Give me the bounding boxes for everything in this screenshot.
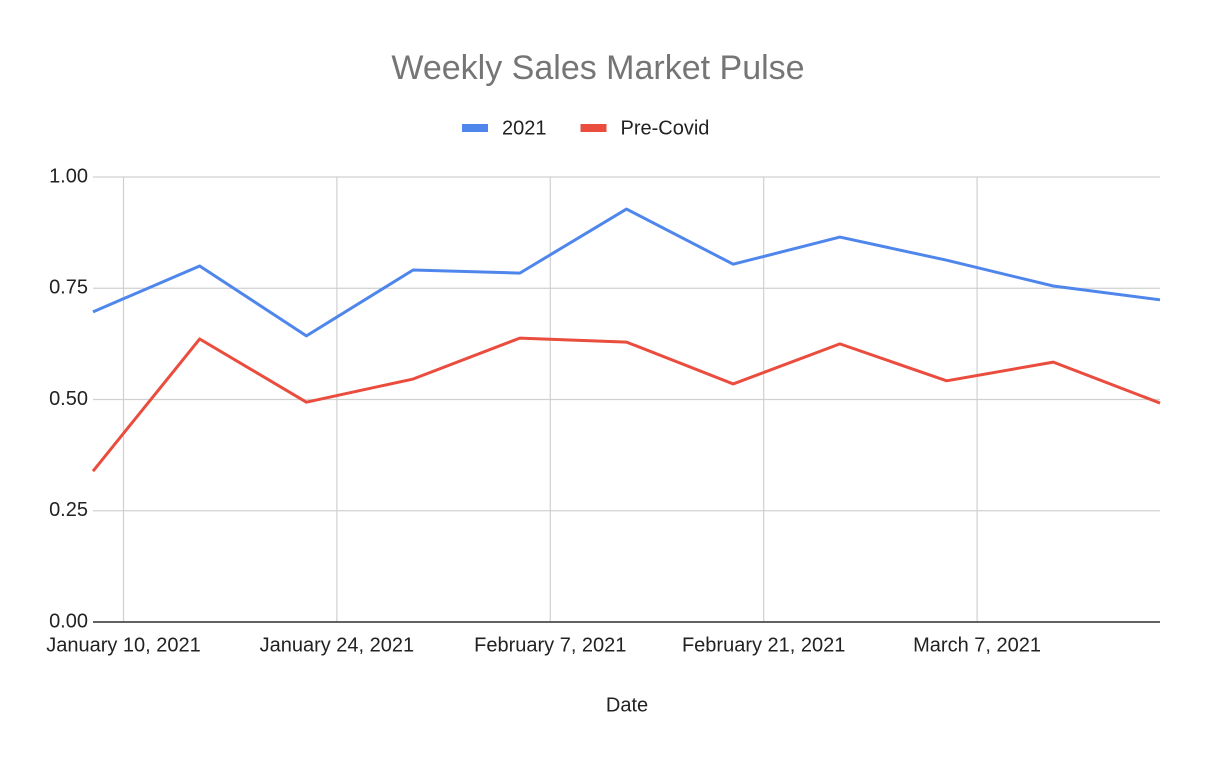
- x-tick-label: March 7, 2021: [913, 634, 1041, 656]
- legend-label: Pre-Covid: [621, 117, 710, 139]
- line-series: [91, 336, 1161, 473]
- legend-swatch: [462, 124, 488, 132]
- y-tick-label: 1.00: [49, 165, 88, 187]
- x-tick-label: January 10, 2021: [46, 634, 201, 656]
- y-tick-label: 0.50: [49, 388, 88, 410]
- legend-swatch: [580, 124, 607, 132]
- chart-title: Weekly Sales Market Pulse: [391, 49, 804, 87]
- x-axis-label: Date: [606, 694, 648, 716]
- legend-label: 2021: [502, 117, 547, 139]
- x-tick-label: February 7, 2021: [474, 634, 626, 656]
- y-tick-label: 0.00: [49, 610, 88, 632]
- x-tick-label: January 24, 2021: [260, 634, 415, 656]
- y-tick-label: 0.25: [49, 499, 88, 521]
- y-tick-label: 0.75: [49, 277, 88, 299]
- x-tick-label: February 21, 2021: [682, 634, 845, 656]
- line-series: [92, 207, 1161, 338]
